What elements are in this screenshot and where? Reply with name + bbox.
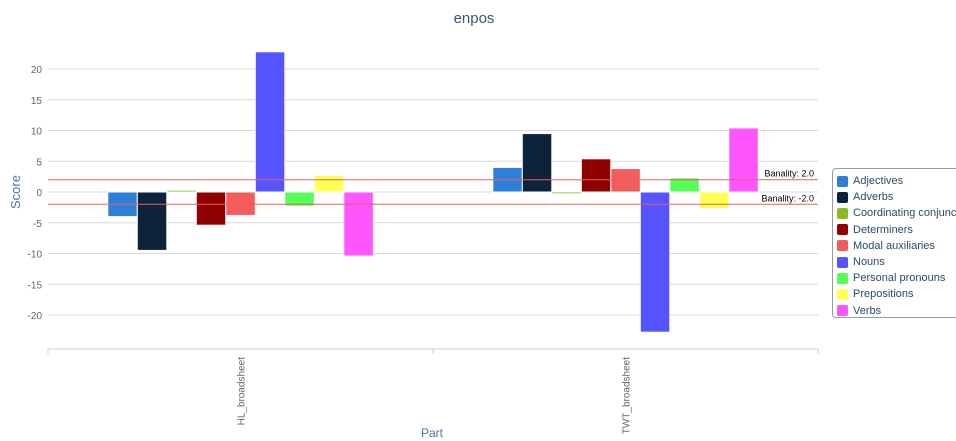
legend-swatch: [837, 288, 848, 300]
legend-item-personal-pronouns[interactable]: Personal pronouns: [837, 270, 945, 286]
plot-line-label: Banality: -2.0: [761, 193, 814, 203]
y-tick-label: 20: [31, 65, 43, 76]
legend-swatch: [837, 305, 848, 317]
bars: [107, 51, 759, 333]
legend-swatch: [837, 175, 848, 187]
legend-label: Personal pronouns: [853, 272, 946, 285]
x-axis: HL_broadsheet TWT_broadsheet: [47, 348, 819, 434]
bar-nouns-1[interactable]: [639, 191, 671, 333]
legend-item-modal-auxiliaries[interactable]: Modal auxiliaries: [837, 238, 935, 254]
bar-modal-auxiliaries-1[interactable]: [610, 168, 641, 193]
legend-swatch: [837, 224, 848, 236]
bar-adverbs-1[interactable]: [521, 133, 553, 193]
bar-nouns-0[interactable]: [254, 51, 286, 193]
y-tick-label: 10: [31, 127, 43, 138]
bar-determiners-1[interactable]: [580, 158, 612, 193]
bar-prepositions-1[interactable]: [698, 191, 730, 210]
y-tick-label: -15: [28, 280, 43, 291]
y-axis-ticks: -20 -15 -10 -5 0 5 10 15 20: [28, 65, 43, 322]
bar-modal-auxiliaries-0[interactable]: [225, 191, 256, 216]
y-tick-label: -10: [28, 250, 43, 261]
legend-label: Coordinating conjunctions: [853, 207, 956, 220]
y-tick-label: 15: [31, 96, 43, 107]
legend-item-adverbs[interactable]: Adverbs: [837, 189, 893, 205]
bar-coordinating-conjunctions-1[interactable]: [551, 191, 582, 195]
legend-item-prepositions[interactable]: Prepositions: [837, 286, 914, 302]
legend-item-nouns[interactable]: Nouns: [837, 254, 885, 270]
bar-personal-pronouns-0[interactable]: [284, 191, 315, 207]
legend-swatch: [837, 191, 848, 203]
legend-label: Adverbs: [853, 191, 894, 204]
legend-item-determiners[interactable]: Determiners: [837, 222, 913, 238]
legend-swatch: [837, 207, 848, 219]
bar-verbs-0[interactable]: [343, 191, 374, 257]
plot-line-label: Banality: 2.0: [764, 169, 814, 179]
bar-coordinating-conjunctions-0[interactable]: [166, 189, 197, 193]
chart-title: enpos: [454, 10, 495, 27]
plot-lines: Banality: 2.0 Banality: -2.0: [48, 169, 818, 205]
y-tick-label: 0: [36, 188, 42, 199]
x-axis-label: Part: [421, 426, 444, 440]
bar-adverbs-0[interactable]: [136, 191, 168, 251]
y-axis-label: Score: [8, 175, 23, 209]
legend: Adjectives Adverbs Coordinating conjunctio…: [832, 168, 956, 318]
legend-swatch: [837, 256, 848, 268]
x-tick-label: HL_broadsheet: [237, 357, 248, 426]
y-tick-label: -20: [28, 311, 43, 322]
legend-swatch: [837, 240, 848, 252]
legend-label: Modal auxiliaries: [853, 239, 935, 252]
bar-personal-pronouns-1[interactable]: [669, 177, 700, 193]
bar-prepositions-0[interactable]: [313, 174, 345, 193]
y-tick-label: 5: [36, 157, 42, 168]
legend-item-verbs[interactable]: Verbs: [837, 303, 881, 319]
x-tick-label: TWT_broadsheet: [622, 357, 633, 434]
legend-swatch: [837, 272, 848, 284]
legend-label: Verbs: [853, 304, 882, 317]
bar-verbs-1[interactable]: [728, 127, 759, 193]
y-tick-label: -5: [33, 219, 42, 230]
bar-determiners-0[interactable]: [195, 191, 227, 226]
legend-label: Prepositions: [853, 288, 914, 301]
legend-item-adjectives[interactable]: Adjectives: [837, 173, 903, 189]
legend-label: Determiners: [853, 223, 913, 236]
legend-item-coordinating-conjunctions[interactable]: Coordinating conjunctions: [837, 205, 956, 221]
legend-label: Nouns: [853, 256, 885, 268]
legend-label: Adjectives: [853, 175, 904, 187]
